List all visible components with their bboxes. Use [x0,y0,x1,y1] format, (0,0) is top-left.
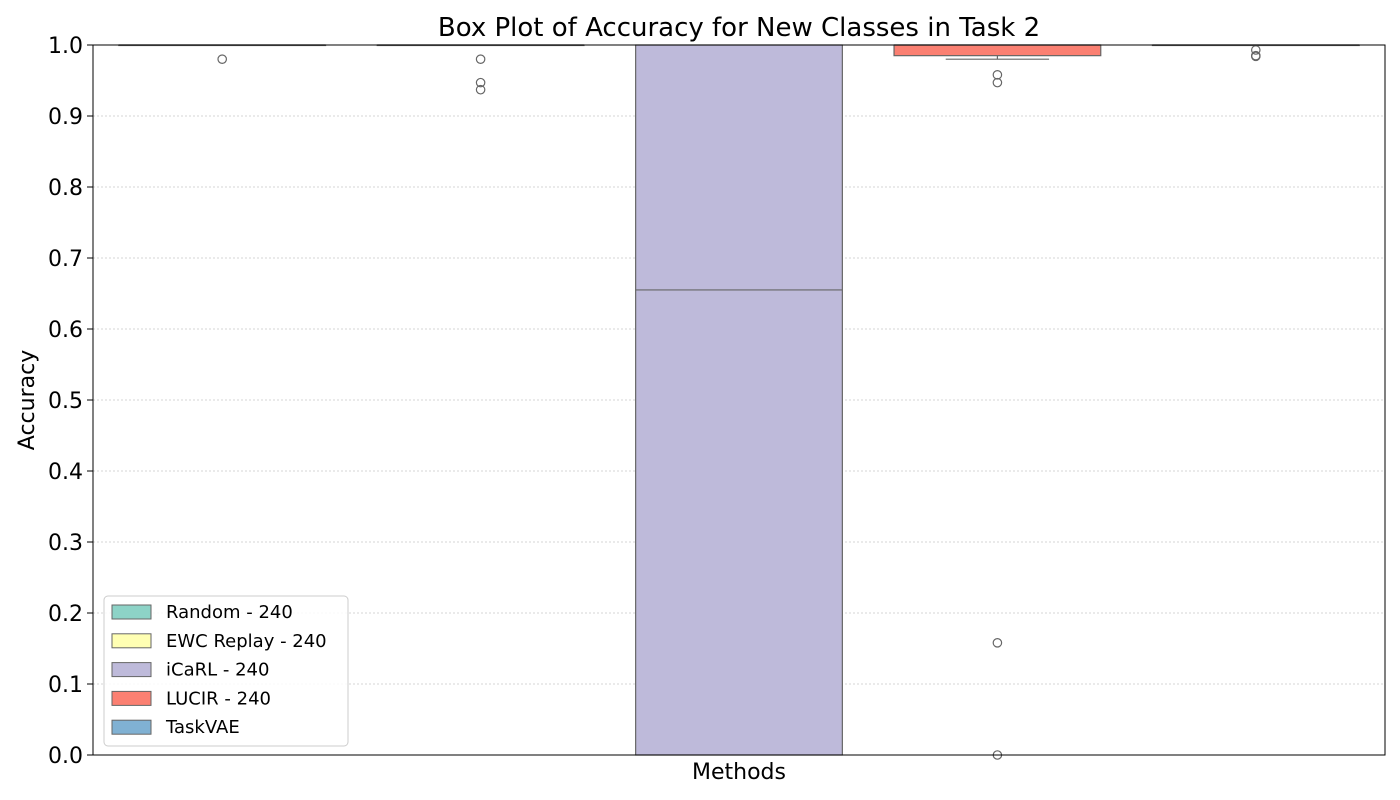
y-axis-ticks: 0.0 0.1 0.2 0.3 0.4 0.5 0.6 0.7 0.8 0.9 1.0 [48,34,93,769]
y-tick-label: 0.4 [48,460,83,485]
legend-label: EWC Replay - 240 [166,631,327,652]
outlier-point [992,77,1003,88]
outlier-point [475,54,486,64]
y-tick-label: 0.1 [48,673,83,698]
legend-swatch [111,604,152,620]
y-tick-label: 0.0 [48,744,83,769]
legend-label: TaskVAE [165,717,240,738]
y-tick-label: 0.8 [48,176,83,201]
y-tick-label: 0.6 [48,318,83,343]
outlier-point [217,54,227,64]
outlier-point [475,77,486,88]
box-body [893,44,1102,57]
outlier-point [475,84,486,95]
legend-label: iCaRL - 240 [166,660,269,681]
legend-label: Random - 240 [166,602,293,623]
outlier-point [992,70,1003,80]
outlier-point [1251,45,1261,55]
y-tick-label: 0.3 [48,531,83,556]
legend-swatch [111,662,152,678]
legend-swatch [111,633,152,649]
y-tick-label: 0.5 [48,389,83,414]
y-tick-label: 0.7 [48,247,83,272]
legend-label: LUCIR - 240 [166,688,271,709]
box-body [635,44,843,756]
box-series-3 [893,44,1102,60]
legend-items: Random - 240 EWC Replay - 240 iCaRL - 240 L… [111,602,327,738]
y-tick-label: 1.0 [48,34,83,59]
legend: Random - 240 EWC Replay - 240 iCaRL - 240 L… [103,595,349,747]
legend-swatch [111,719,152,735]
legend-frame [103,595,349,747]
outlier-point [992,638,1003,648]
outlier-point [1251,51,1261,62]
box-series-2 [635,44,843,756]
y-axis-label: Accuracy [15,350,40,450]
legend-swatch [111,690,152,706]
y-tick-label: 0.9 [48,105,83,130]
x-axis-label: Methods [692,760,786,785]
y-tick-label: 0.2 [48,602,83,627]
chart-title: Box Plot of Accuracy for New Classes in … [438,13,1040,43]
